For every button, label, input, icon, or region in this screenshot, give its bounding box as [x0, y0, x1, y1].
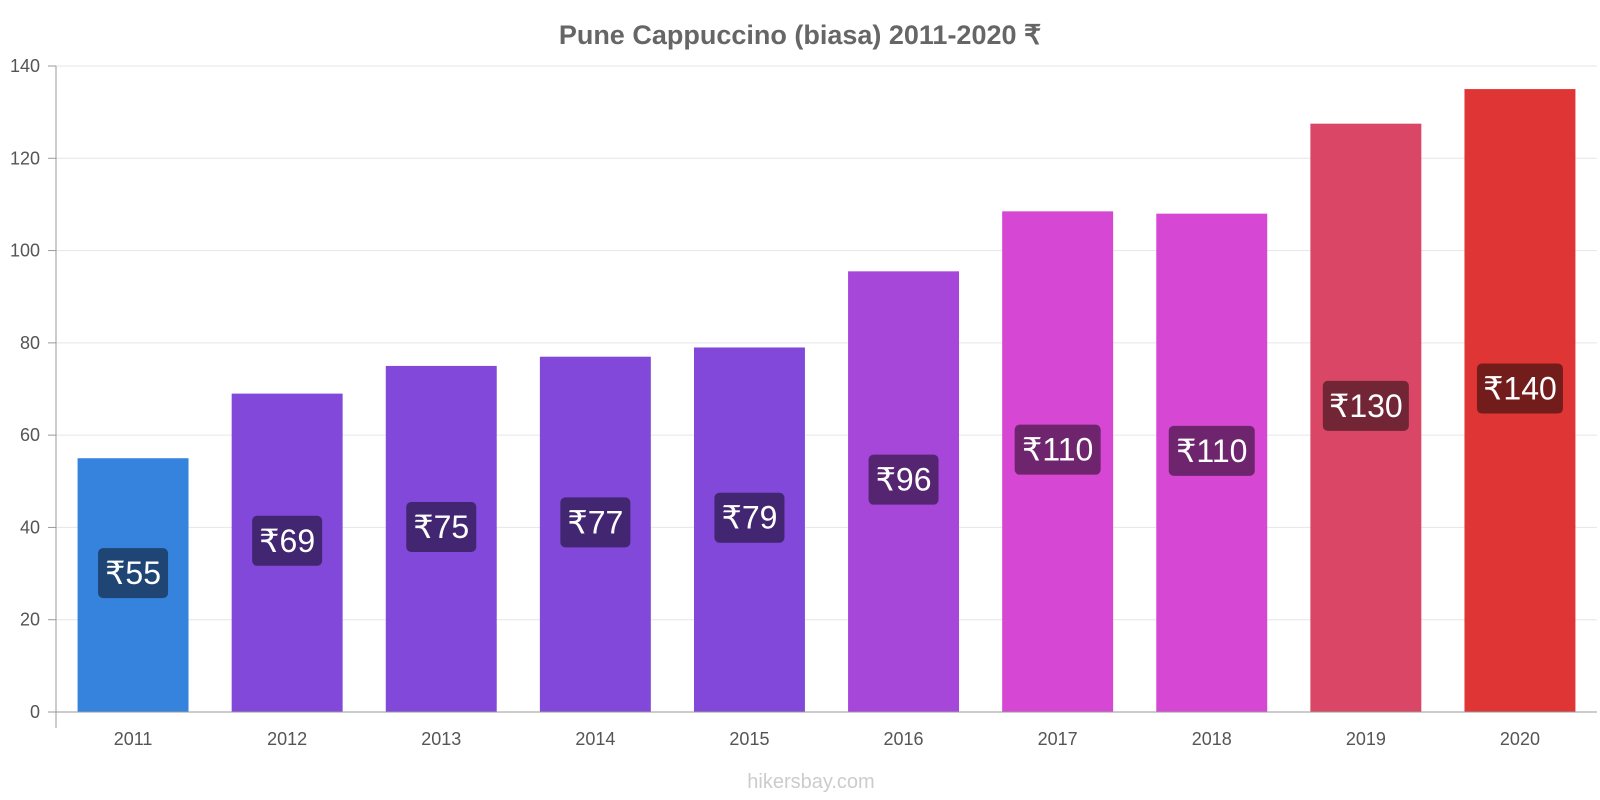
x-tick-label: 2019: [1346, 729, 1386, 749]
x-tick-label: 2011: [114, 729, 153, 749]
x-tick-label: 2020: [1500, 729, 1540, 749]
value-label-box: [98, 548, 169, 599]
value-label-box: [1476, 363, 1563, 414]
value-label: ₹130: [1329, 388, 1403, 424]
value-label-box: [406, 501, 477, 552]
value-label-box: [714, 492, 785, 543]
value-label: ₹79: [721, 500, 777, 536]
value-label: ₹110: [1022, 432, 1093, 468]
value-labels: ₹55 ₹69 ₹75 ₹77 ₹79 ₹96 ₹110 ₹110 ₹130 ₹140: [98, 363, 1563, 599]
value-label-box: [1014, 424, 1101, 475]
x-tick-label: 2017: [1038, 729, 1078, 749]
y-tick-label: 20: [20, 610, 40, 630]
x-tick-label: 2016: [884, 729, 924, 749]
value-label: ₹75: [413, 509, 469, 545]
y-tick-label: 140: [10, 56, 40, 76]
y-axis-ticks: 0 20 40 60 80 100 120 140: [10, 56, 56, 722]
value-label-box: [252, 515, 323, 566]
y-tick-label: 100: [10, 241, 40, 261]
x-axis-ticks: 2011 2012 2013 2014 2015 2016 2017 2018 2019 2020: [114, 729, 1540, 749]
value-label: ₹96: [876, 462, 932, 498]
value-label: ₹110: [1176, 433, 1247, 469]
value-label-box: [560, 497, 631, 548]
y-tick-label: 0: [30, 702, 40, 722]
y-tick-label: 120: [10, 148, 40, 168]
y-tick-label: 60: [20, 425, 40, 445]
chart-title: Pune Cappuccino (biasa) 2011-2020 ₹: [559, 20, 1041, 50]
value-label-box: [1322, 380, 1409, 431]
value-label: ₹55: [105, 555, 161, 591]
value-label: ₹140: [1483, 371, 1557, 407]
value-label-box: [868, 454, 939, 505]
value-label: ₹77: [567, 504, 623, 540]
x-tick-label: 2015: [729, 729, 769, 749]
x-tick-label: 2018: [1192, 729, 1232, 749]
credit-text: hikersbay.com: [747, 771, 874, 793]
x-tick-label: 2014: [575, 729, 615, 749]
x-tick-label: 2012: [267, 729, 307, 749]
x-tick-label: 2013: [421, 729, 461, 749]
value-label-box: [1168, 425, 1255, 476]
y-tick-label: 80: [20, 333, 40, 353]
y-tick-label: 40: [20, 517, 40, 537]
value-label: ₹69: [259, 523, 315, 559]
